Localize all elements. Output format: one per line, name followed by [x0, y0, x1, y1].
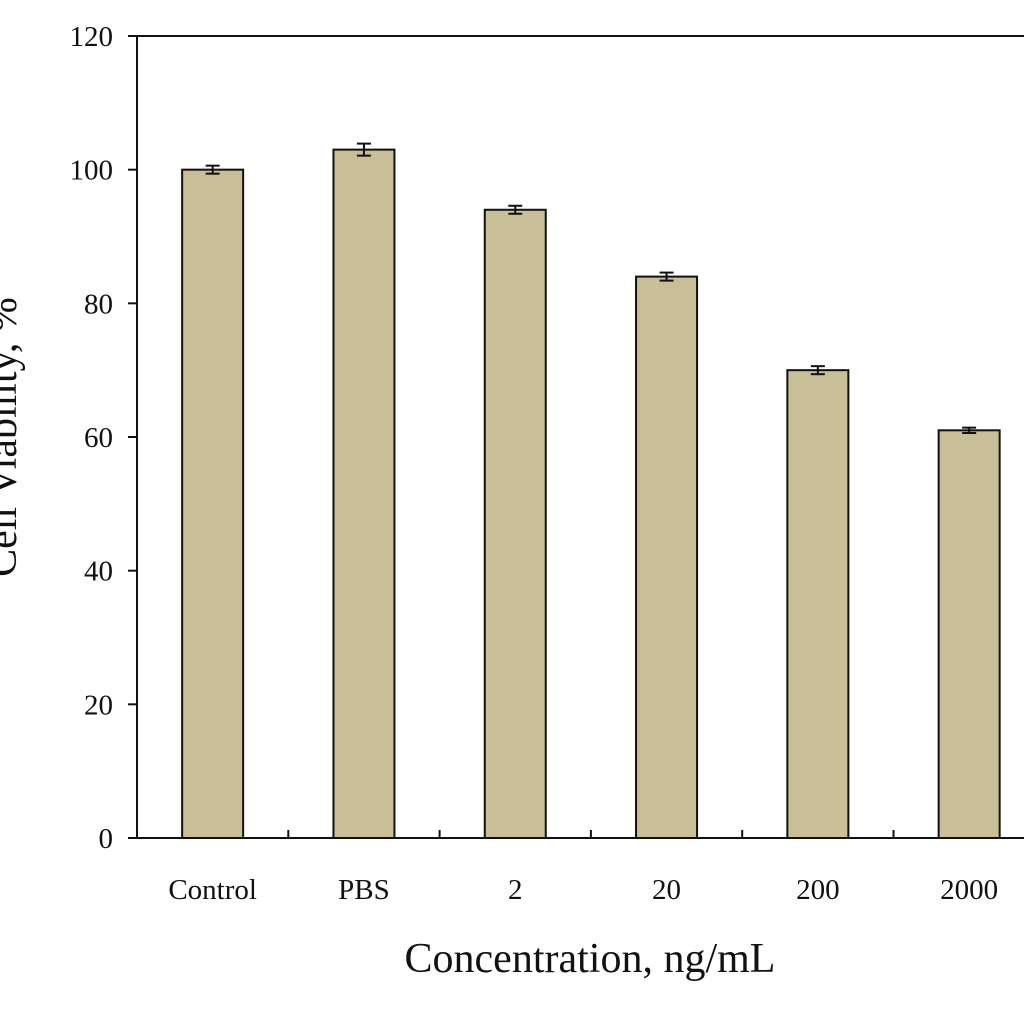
y-axis-tick-labels: 0 20 40 60 80 100 120 [70, 21, 114, 855]
error-bar [356, 142, 371, 157]
y-tick-label: 100 [70, 155, 114, 187]
x-axis-title: Concentration, ng/mL [405, 936, 776, 982]
bar-control [181, 168, 245, 839]
bar-pbs [332, 148, 396, 840]
error-bar [508, 204, 523, 215]
x-category-label: 200 [796, 874, 840, 906]
x-axis-ticks [287, 830, 895, 838]
bar-200 [786, 369, 850, 839]
x-category-label: PBS [338, 874, 390, 906]
bar-20 [635, 275, 699, 840]
x-axis-category-labels: Control PBS 2 20 200 2000 [168, 874, 998, 906]
error-bar [659, 271, 674, 282]
error-bars-group [205, 142, 977, 434]
x-category-label: 20 [652, 874, 681, 906]
y-tick-label: 40 [84, 556, 113, 588]
error-bar [962, 426, 977, 434]
bars-group [181, 148, 1001, 840]
y-tick-label: 80 [84, 288, 113, 320]
x-category-label: 2 [508, 874, 523, 906]
x-category-label: 2000 [940, 874, 998, 906]
bar-2000 [937, 429, 1001, 839]
y-tick-label: 0 [99, 823, 114, 855]
bar-2 [483, 208, 547, 839]
plot-frame [136, 35, 1024, 839]
error-bar [810, 365, 825, 376]
error-bar [205, 164, 220, 175]
y-axis-title: Cell Viability, % [0, 297, 26, 577]
y-axis-ticks [128, 35, 137, 839]
y-tick-label: 60 [84, 422, 113, 454]
x-category-label: Control [168, 874, 257, 906]
y-tick-label: 20 [84, 689, 113, 721]
y-tick-label: 120 [70, 21, 114, 53]
